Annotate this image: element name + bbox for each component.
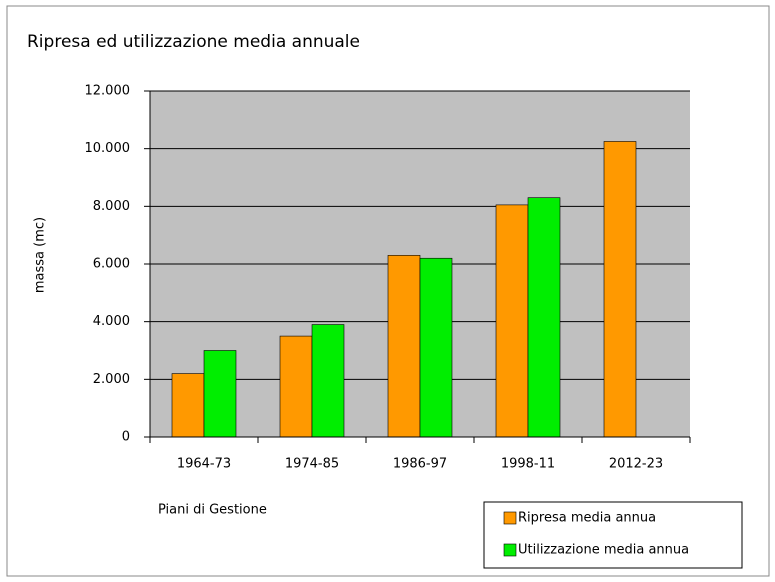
y-tick-label: 8.000: [93, 199, 130, 214]
y-axis-label: massa (mc): [33, 217, 48, 293]
bar: [387, 255, 421, 438]
bar: [495, 204, 529, 438]
bar: [279, 335, 313, 438]
legend-box: [483, 501, 743, 569]
bar: [203, 350, 237, 438]
y-tick-label: 0: [122, 430, 130, 445]
bar: [527, 197, 561, 438]
x-tick-label: 2012-23: [609, 457, 663, 472]
legend-swatch: [503, 511, 517, 525]
bar: [311, 324, 345, 438]
x-tick-label: 1986-97: [393, 457, 447, 472]
legend-label: Utilizzazione media annua: [518, 543, 689, 558]
bar: [171, 373, 205, 438]
legend-label: Ripresa media annua: [518, 511, 656, 526]
bar: [603, 141, 637, 438]
x-tick-label: 1974-85: [285, 457, 339, 472]
legend-swatch: [503, 543, 517, 557]
y-tick-label: 12.000: [85, 84, 131, 99]
y-tick-label: 6.000: [93, 257, 130, 272]
y-tick-label: 2.000: [93, 372, 130, 387]
y-tick-label: 4.000: [93, 314, 130, 329]
x-axis-label: Piani di Gestione: [158, 503, 267, 518]
x-tick-label: 1964-73: [177, 457, 231, 472]
y-tick-label: 10.000: [85, 141, 131, 156]
x-tick-label: 1998-11: [501, 457, 555, 472]
chart-title: Ripresa ed utilizzazione media annuale: [27, 32, 360, 52]
bar: [419, 257, 453, 438]
